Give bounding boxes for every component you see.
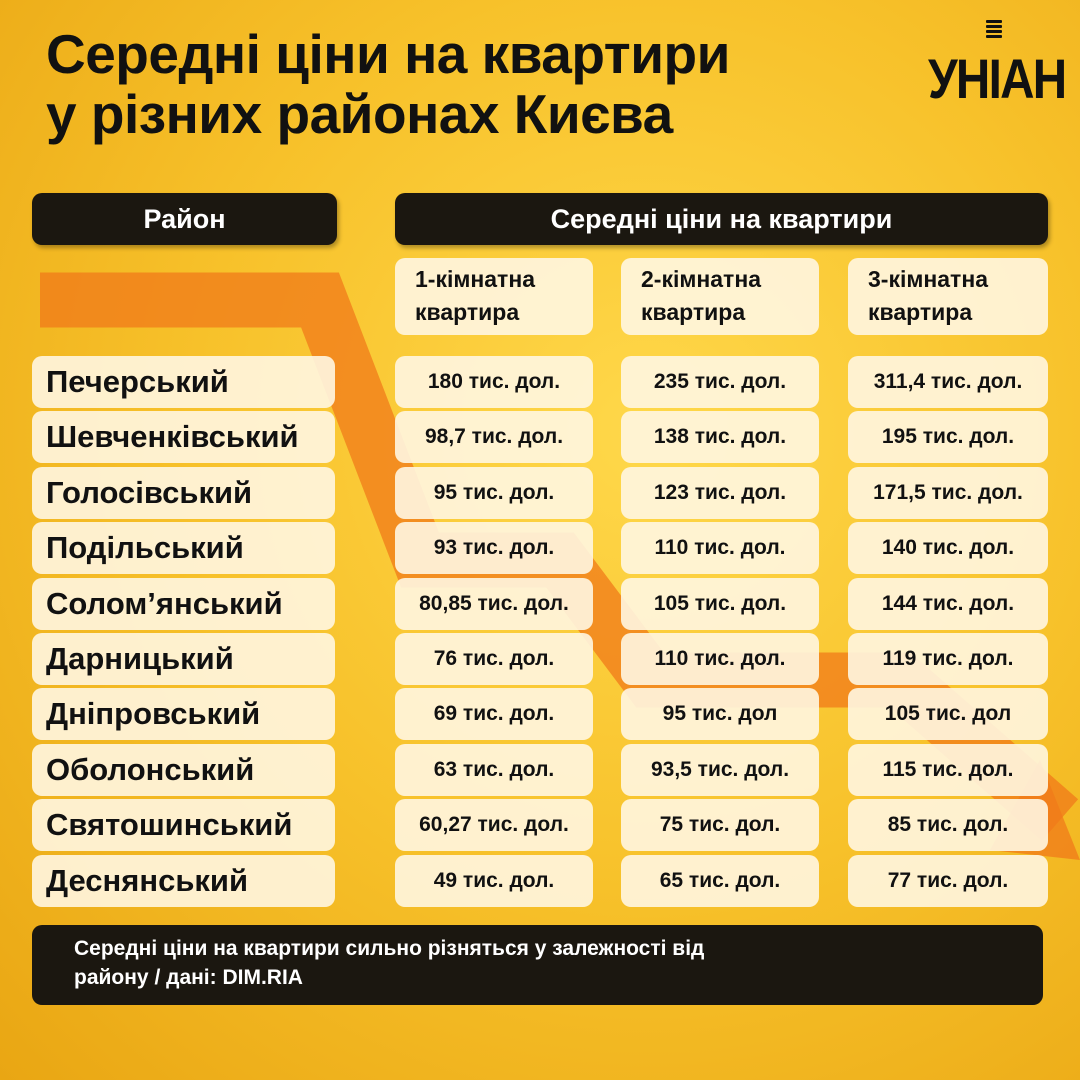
- price-cell-3room: 77 тис. дол.: [848, 854, 1048, 907]
- column-header-3room: 3-кімнатна квартира: [848, 258, 1048, 335]
- price-cell-2room: 110 тис. дол.: [621, 522, 819, 575]
- price-cell-1room: 98,7 тис. дол.: [395, 411, 593, 464]
- column-header-2room: 2-кімнатна квартира: [621, 258, 819, 335]
- district-cell: Шевченківський: [32, 411, 335, 464]
- price-cell-1room: 63 тис. дол.: [395, 743, 593, 796]
- price-cell-3room: 85 тис. дол.: [848, 799, 1048, 852]
- price-cell-3room: 105 тис. дол: [848, 688, 1048, 741]
- price-cell-1room: 95 тис. дол.: [395, 466, 593, 519]
- price-cell-2room: 95 тис. дол: [621, 688, 819, 741]
- footer-note: Середні ціни на квартири сильно різнятьс…: [32, 925, 1043, 1005]
- price-cell-2room: 75 тис. дол.: [621, 799, 819, 852]
- price-cell-1room: 93 тис. дол.: [395, 522, 593, 575]
- price-cell-3room: 115 тис. дол.: [848, 743, 1048, 796]
- price-cell-3room: 144 тис. дол.: [848, 577, 1048, 630]
- header-prices: Середні ціни на квартири: [395, 193, 1048, 245]
- district-cell: Подільський: [32, 522, 335, 575]
- price-cell-1room: 60,27 тис. дол.: [395, 799, 593, 852]
- price-cell-1room: 49 тис. дол.: [395, 854, 593, 907]
- district-cell: Печерський: [32, 356, 335, 408]
- district-cell: Голосівський: [32, 466, 335, 519]
- price-cell-1room: 180 тис. дол.: [395, 356, 593, 408]
- price-cell-2room: 65 тис. дол.: [621, 854, 819, 907]
- header-district: Район: [32, 193, 337, 245]
- price-cell-3room: 119 тис. дол.: [848, 633, 1048, 685]
- price-cell-2room: 235 тис. дол.: [621, 356, 819, 408]
- logo-text: УНІАН: [928, 47, 1067, 110]
- district-cell: Солом’янський: [32, 577, 335, 630]
- logo-bars-icon: [986, 20, 1002, 40]
- price-cell-2room: 93,5 тис. дол.: [621, 743, 819, 796]
- unian-logo: УНІАН: [928, 20, 1067, 110]
- district-cell: Святошинський: [32, 799, 335, 852]
- price-cell-3room: 171,5 тис. дол.: [848, 466, 1048, 519]
- page-title: Середні ціни на квартири у різних района…: [46, 23, 730, 145]
- district-cell: Дніпровський: [32, 688, 335, 741]
- price-cell-2room: 105 тис. дол.: [621, 577, 819, 630]
- price-cell-3room: 195 тис. дол.: [848, 411, 1048, 464]
- price-cell-2room: 123 тис. дол.: [621, 466, 819, 519]
- price-cell-1room: 69 тис. дол.: [395, 688, 593, 741]
- price-cell-3room: 140 тис. дол.: [848, 522, 1048, 575]
- price-cell-1room: 80,85 тис. дол.: [395, 577, 593, 630]
- price-cell-2room: 110 тис. дол.: [621, 633, 819, 685]
- price-cell-2room: 138 тис. дол.: [621, 411, 819, 464]
- district-cell: Дарницький: [32, 633, 335, 685]
- price-cell-1room: 76 тис. дол.: [395, 633, 593, 685]
- district-cell: Оболонський: [32, 743, 335, 796]
- column-header-1room: 1-кімнатна квартира: [395, 258, 593, 335]
- price-cell-3room: 311,4 тис. дол.: [848, 356, 1048, 408]
- district-cell: Деснянський: [32, 854, 335, 907]
